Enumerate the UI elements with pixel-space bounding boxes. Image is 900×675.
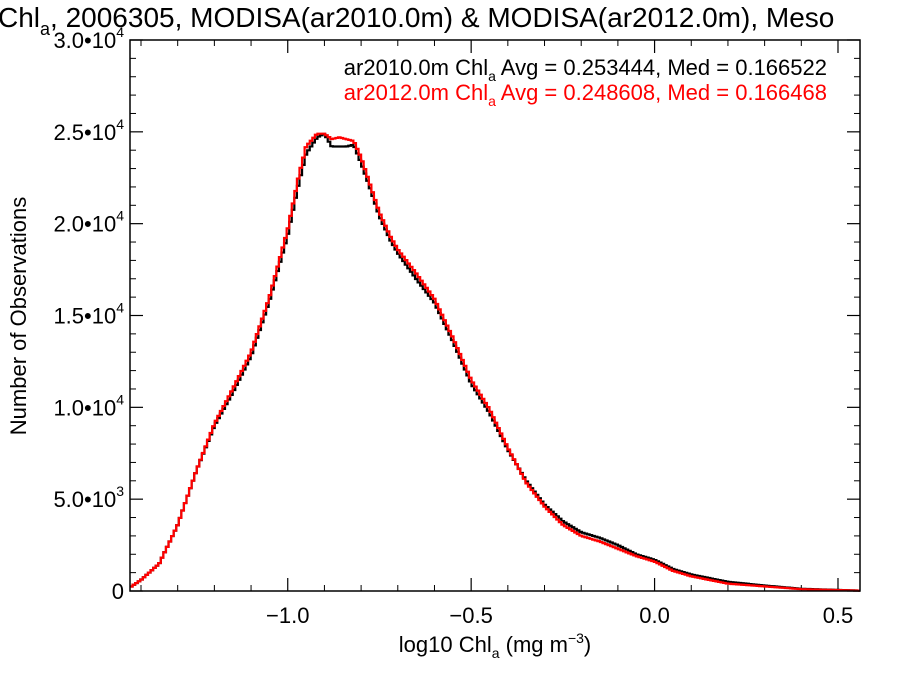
x-axis-label-main: log10 Chl [399,632,492,657]
legend-ar2012-text: ar2012.0m Chl [344,80,488,105]
legend-ar2012-stats: Avg = 0.248608, Med = 0.166468 [496,80,827,105]
series-layer [130,132,861,592]
series-line-ar2010-0m [130,132,861,592]
y-tick-exponent: 4 [116,208,124,224]
x-tick-label: 0.5 [823,603,854,628]
y-axis-label: Number of Observations [6,197,31,435]
y-tick-label: 1.5•104 [53,300,124,329]
chart-title-prefix-subscript: a [40,19,51,39]
x-axis-label-units-superscript: −3 [568,630,584,646]
y-tick-mantissa: 2.5•10 [53,120,116,145]
y-tick-exponent: 4 [116,391,124,407]
legend-entry-ar2012: ar2012.0m Chla Avg = 0.248608, Med = 0.1… [344,80,827,109]
y-tick-label: 2.5•104 [53,116,124,145]
chart-title-rest: , 2006305, MODISA(ar2010.0m) & MODISA(ar… [50,2,834,33]
y-tick-mantissa: 3.0•10 [53,28,116,53]
legend-ar2010-text: ar2010.0m Chl [344,55,488,80]
y-tick-label: 5.0•103 [53,483,124,512]
y-axis-ticks: 05.0•1031.0•1041.5•1042.0•1042.5•1043.0•… [53,24,860,604]
y-tick-label: 1.0•104 [53,391,124,420]
x-tick-label: −0.5 [449,603,492,628]
y-tick-mantissa: 1.5•10 [53,304,116,329]
legend-ar2010-stats: Avg = 0.253444, Med = 0.166522 [496,55,827,80]
x-tick-label: −1.0 [266,603,309,628]
y-tick-label: 3.0•104 [53,24,124,53]
plot-frame [129,39,861,592]
legend-entry-ar2010: ar2010.0m Chla Avg = 0.253444, Med = 0.1… [344,55,827,84]
y-tick-exponent: 4 [116,116,124,132]
y-tick-mantissa: 1.0•10 [53,395,116,420]
x-axis-label-subscript: a [492,645,500,661]
legend-ar2010-subscript: a [488,68,496,84]
x-axis-label-units-close: ) [584,632,591,657]
x-axis-label: log10 Chla (mg m−3) [399,630,592,661]
y-tick-mantissa: 5.0•10 [53,487,116,512]
legend-ar2012-subscript: a [488,93,496,109]
y-tick-label: 0 [112,579,124,604]
chart-title-prefix: Chl [0,2,40,33]
y-tick-label: 2.0•104 [53,208,124,237]
x-axis-ticks: −1.0 −0.5 0.0 0.5 [140,40,854,628]
y-tick-exponent: 4 [116,300,124,316]
x-axis-label-units: (mg m [500,632,568,657]
y-tick-exponent: 3 [116,483,124,499]
y-tick-mantissa: 2.0•10 [53,212,116,237]
series-line-ar2012-0m [130,132,861,592]
y-tick-mantissa: 0 [112,579,124,604]
x-tick-label: 0.0 [639,603,670,628]
chart-title: Chla, 2006305, MODISA(ar2010.0m) & MODIS… [0,2,834,39]
y-tick-exponent: 4 [116,24,124,40]
